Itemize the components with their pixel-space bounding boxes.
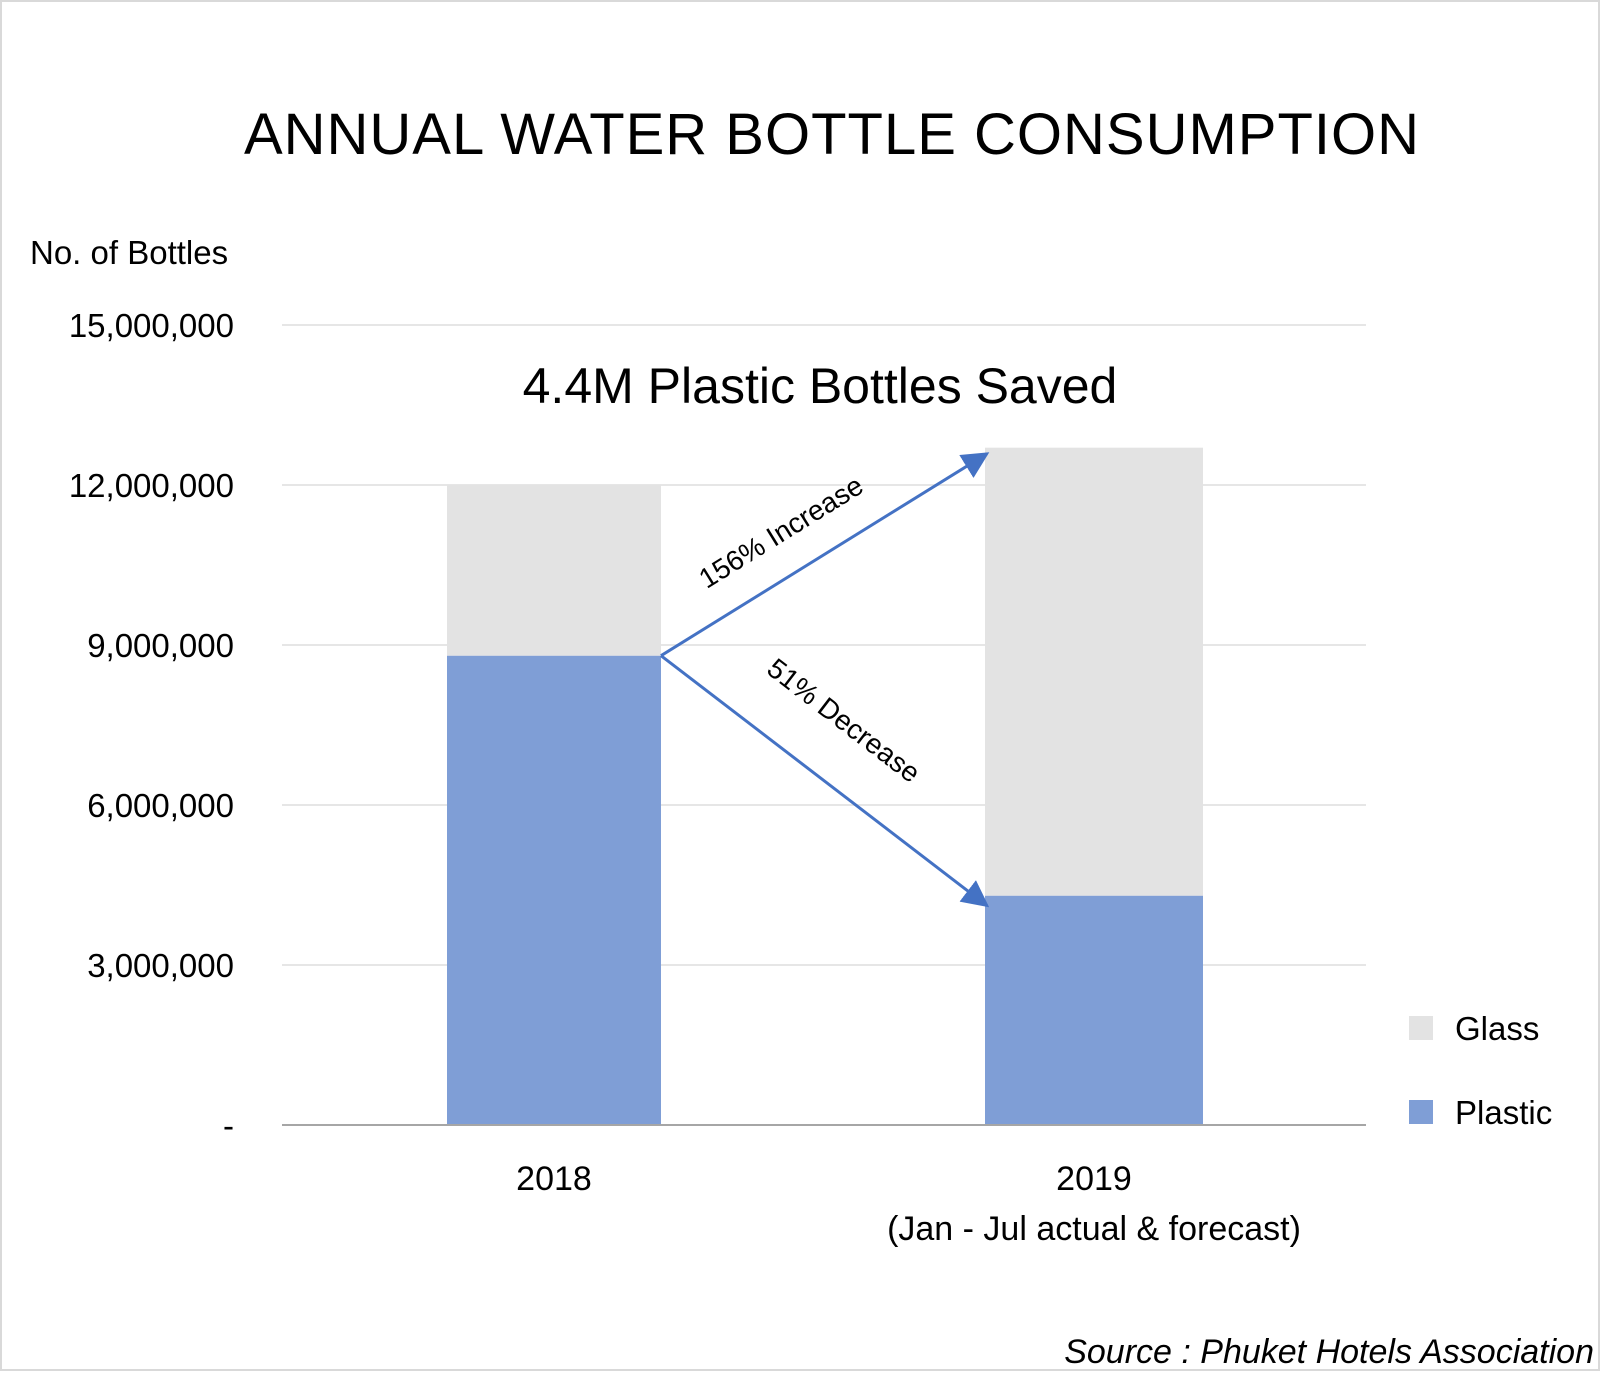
legend-swatch-glass bbox=[1409, 1016, 1433, 1040]
bars bbox=[447, 447, 1203, 1125]
bar-plastic-2018 bbox=[447, 655, 661, 1125]
y-tick-label: 15,000,000 bbox=[69, 307, 234, 344]
y-axis-label: No. of Bottles bbox=[30, 234, 228, 271]
headline-annotation: 4.4M Plastic Bottles Saved bbox=[523, 358, 1118, 414]
x-axis-categories: 2018 2019 (Jan - Jul actual & forecast) bbox=[516, 1160, 1301, 1248]
y-tick-label: 3,000,000 bbox=[87, 947, 234, 984]
y-tick-label: 9,000,000 bbox=[87, 627, 234, 664]
source-note: Source : Phuket Hotels Association bbox=[1064, 1333, 1594, 1371]
chart-title: ANNUAL WATER BOTTLE CONSUMPTION bbox=[244, 102, 1420, 167]
y-tick-label: 12,000,000 bbox=[69, 467, 234, 504]
legend-label-plastic: Plastic bbox=[1455, 1094, 1552, 1131]
y-tick-label: - bbox=[223, 1107, 234, 1144]
x-category-label: 2019 bbox=[1056, 1160, 1132, 1198]
legend-swatch-plastic bbox=[1409, 1100, 1433, 1124]
decrease-label: 51% Decrease bbox=[761, 652, 926, 788]
y-axis-ticks: - 3,000,000 6,000,000 9,000,000 12,000,000 15… bbox=[69, 307, 234, 1144]
x-category-sublabel: (Jan - Jul actual & forecast) bbox=[887, 1210, 1301, 1248]
increase-label: 156% Increase bbox=[693, 470, 868, 595]
decrease-arrow bbox=[660, 654, 990, 908]
gridlines bbox=[282, 324, 1366, 966]
y-tick-label: 6,000,000 bbox=[87, 787, 234, 824]
increase-arrow bbox=[660, 452, 990, 657]
legend-label-glass: Glass bbox=[1455, 1010, 1539, 1047]
bar-plastic-2019 bbox=[985, 895, 1203, 1125]
bar-glass-2018 bbox=[447, 485, 661, 656]
legend: Glass Plastic bbox=[1409, 1010, 1552, 1131]
x-category-label: 2018 bbox=[516, 1160, 592, 1198]
bar-glass-2019 bbox=[985, 447, 1203, 896]
